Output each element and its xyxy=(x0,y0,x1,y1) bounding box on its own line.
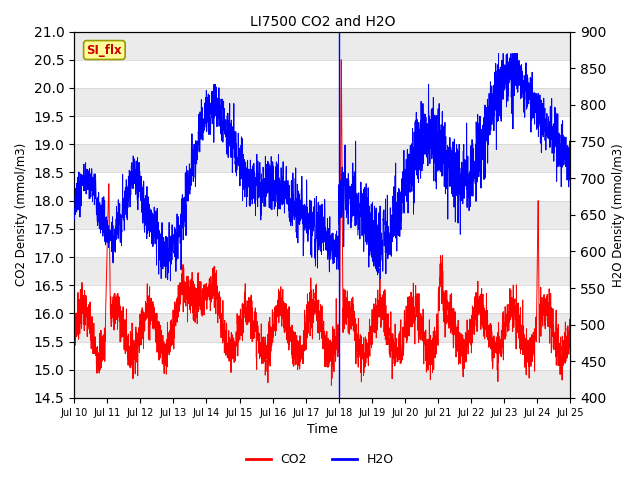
Title: LI7500 CO2 and H2O: LI7500 CO2 and H2O xyxy=(250,15,395,29)
Bar xyxy=(74,88,570,116)
X-axis label: Time: Time xyxy=(307,423,338,436)
Bar xyxy=(74,144,570,172)
Bar xyxy=(74,370,570,398)
Bar xyxy=(74,257,570,285)
Text: SI_flx: SI_flx xyxy=(86,44,122,57)
Bar xyxy=(74,32,570,60)
Legend: CO2, H2O: CO2, H2O xyxy=(241,448,399,471)
Y-axis label: H2O Density (mmol/m3): H2O Density (mmol/m3) xyxy=(612,143,625,287)
Bar xyxy=(74,201,570,229)
Bar xyxy=(74,313,570,342)
Y-axis label: CO2 Density (mmol/m3): CO2 Density (mmol/m3) xyxy=(15,143,28,287)
